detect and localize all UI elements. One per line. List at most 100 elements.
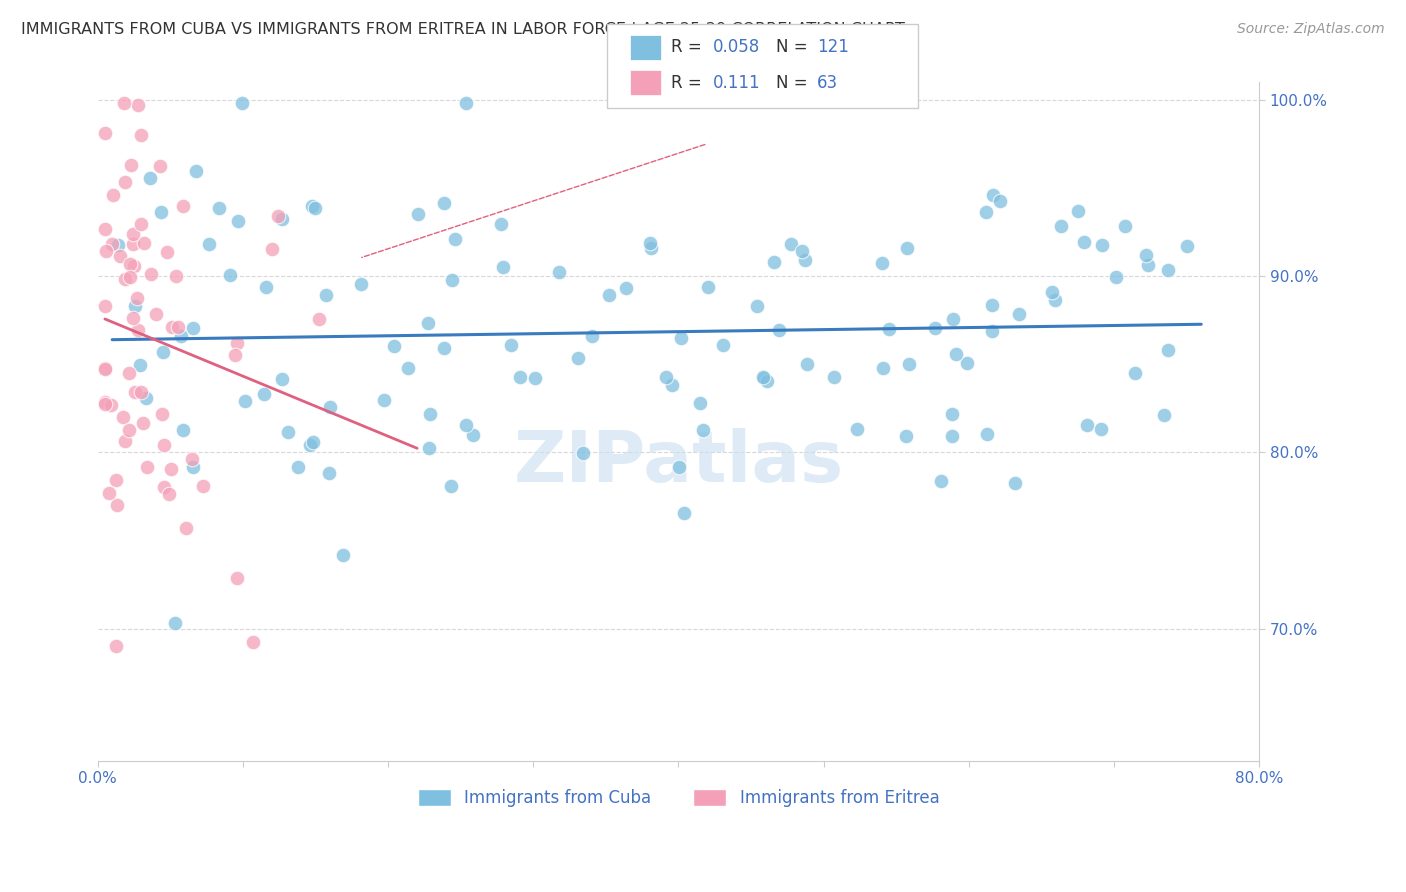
Point <box>988 194 1011 208</box>
Point <box>440 479 463 493</box>
Point <box>350 277 373 291</box>
Point <box>132 235 155 250</box>
Point <box>108 249 131 263</box>
Point <box>1045 293 1067 307</box>
Point <box>118 257 141 271</box>
Point <box>501 338 523 352</box>
Point <box>598 287 620 301</box>
Text: R =: R = <box>671 74 711 92</box>
Point <box>94 362 117 376</box>
Point <box>183 321 205 335</box>
Point <box>752 371 775 385</box>
Point <box>762 255 785 269</box>
Point <box>131 417 153 431</box>
Point <box>128 358 150 372</box>
Point <box>114 175 136 189</box>
Point <box>713 338 735 352</box>
Text: 0.058: 0.058 <box>713 38 761 56</box>
Point <box>489 217 512 231</box>
Point <box>254 279 277 293</box>
Point <box>156 245 179 260</box>
Point <box>124 259 146 273</box>
Point <box>976 427 998 442</box>
Point <box>170 329 193 343</box>
Point <box>461 427 484 442</box>
Point <box>332 548 354 562</box>
Point <box>616 281 638 295</box>
Point <box>94 221 117 235</box>
Point <box>218 268 240 282</box>
Point <box>1153 408 1175 422</box>
Point <box>440 273 463 287</box>
Point <box>165 269 187 284</box>
Point <box>271 372 294 386</box>
Point <box>160 462 183 476</box>
Point <box>129 217 152 231</box>
Point <box>382 339 405 353</box>
Point <box>145 307 167 321</box>
Point <box>129 384 152 399</box>
Point <box>956 356 979 370</box>
Text: ZIPatlas: ZIPatlas <box>513 428 844 497</box>
Point <box>172 199 194 213</box>
Point <box>127 97 149 112</box>
Legend: Immigrants from Cuba, Immigrants from Eritrea: Immigrants from Cuba, Immigrants from Er… <box>411 782 946 814</box>
Text: N =: N = <box>776 38 813 56</box>
Point <box>846 422 869 436</box>
Point <box>138 170 160 185</box>
Point <box>228 213 250 227</box>
Point <box>433 196 456 211</box>
Point <box>894 428 917 442</box>
Point <box>780 237 803 252</box>
Point <box>752 370 775 384</box>
Point <box>974 205 997 219</box>
Point <box>941 428 963 442</box>
Point <box>124 384 146 399</box>
Point <box>150 407 173 421</box>
Point <box>418 441 440 455</box>
Point <box>149 159 172 173</box>
Point <box>111 410 134 425</box>
Point <box>267 209 290 223</box>
Point <box>1157 262 1180 277</box>
Point <box>1091 238 1114 252</box>
Point <box>672 506 695 520</box>
Point <box>253 387 276 401</box>
Text: 63: 63 <box>817 74 838 92</box>
Point <box>671 331 693 345</box>
Point <box>980 298 1002 312</box>
Point <box>159 487 181 501</box>
Point <box>152 480 174 494</box>
Point <box>100 236 122 251</box>
Point <box>172 424 194 438</box>
Point <box>790 244 813 258</box>
Point <box>302 435 325 450</box>
Point <box>373 392 395 407</box>
Text: N =: N = <box>776 74 813 92</box>
Point <box>870 256 893 270</box>
Point <box>318 466 340 480</box>
Point <box>696 280 718 294</box>
Text: 121: 121 <box>817 38 849 56</box>
Point <box>98 486 121 500</box>
Point <box>94 299 117 313</box>
Point <box>181 452 204 467</box>
Point <box>260 242 283 256</box>
Text: IMMIGRANTS FROM CUBA VS IMMIGRANTS FROM ERITREA IN LABOR FORCE | AGE 25-29 CORRE: IMMIGRANTS FROM CUBA VS IMMIGRANTS FROM … <box>21 22 905 38</box>
Point <box>661 378 683 392</box>
Point <box>755 374 778 388</box>
Point <box>692 423 714 437</box>
Point <box>197 237 219 252</box>
Point <box>114 271 136 285</box>
Point <box>416 316 439 330</box>
Point <box>308 312 330 326</box>
Point <box>129 128 152 142</box>
Point <box>924 321 946 335</box>
Point <box>1076 418 1098 433</box>
Point <box>456 96 478 111</box>
Point <box>638 235 661 250</box>
Point <box>456 417 478 432</box>
Point <box>94 395 117 409</box>
Point <box>747 299 769 313</box>
Point <box>104 473 127 487</box>
